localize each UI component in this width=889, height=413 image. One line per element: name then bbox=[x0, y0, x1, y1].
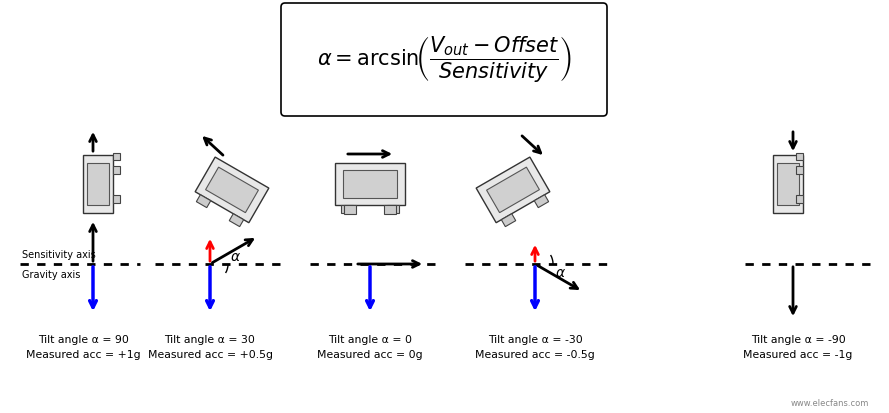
Bar bbox=[343, 171, 397, 199]
Bar bbox=[773, 156, 803, 214]
Bar bbox=[796, 154, 803, 161]
Bar bbox=[777, 164, 799, 206]
Text: Tilt angle α = -30: Tilt angle α = -30 bbox=[488, 334, 582, 344]
Text: $\alpha = \mathrm{arcsin}\!\left(\dfrac{V_{out} - \mathit{Offset}}{\mathit{Sensi: $\alpha = \mathrm{arcsin}\!\left(\dfrac{… bbox=[316, 35, 572, 85]
Bar bbox=[335, 164, 405, 206]
Bar bbox=[83, 156, 113, 214]
Bar bbox=[344, 206, 356, 214]
Text: Tilt angle α = 0: Tilt angle α = 0 bbox=[328, 334, 412, 344]
Bar bbox=[501, 214, 516, 227]
Text: Tilt angle α = 90: Tilt angle α = 90 bbox=[37, 334, 128, 344]
Bar bbox=[87, 164, 109, 206]
Text: Gravity axis: Gravity axis bbox=[22, 269, 80, 279]
Text: Tilt angle α = 30: Tilt angle α = 30 bbox=[164, 334, 255, 344]
Bar bbox=[113, 166, 120, 174]
Bar bbox=[205, 168, 259, 213]
FancyBboxPatch shape bbox=[281, 4, 607, 117]
Bar bbox=[387, 206, 399, 214]
Bar bbox=[113, 195, 120, 203]
Text: www.elecfans.com: www.elecfans.com bbox=[791, 398, 869, 407]
Text: Measured acc = 0g: Measured acc = 0g bbox=[317, 349, 423, 359]
Bar bbox=[486, 168, 540, 213]
Bar bbox=[477, 158, 550, 223]
Bar bbox=[196, 158, 268, 223]
Bar bbox=[534, 195, 549, 208]
Text: Tilt angle α = -90: Tilt angle α = -90 bbox=[750, 334, 845, 344]
Text: Measured acc = +1g: Measured acc = +1g bbox=[26, 349, 140, 359]
Text: $\alpha$: $\alpha$ bbox=[230, 249, 241, 263]
Bar bbox=[796, 195, 803, 203]
Bar bbox=[384, 206, 396, 214]
Text: Sensitivity axis: Sensitivity axis bbox=[22, 249, 96, 259]
Text: Measured acc = -1g: Measured acc = -1g bbox=[743, 349, 853, 359]
Text: Measured acc = -0.5g: Measured acc = -0.5g bbox=[475, 349, 595, 359]
Bar bbox=[196, 195, 211, 208]
Bar bbox=[341, 206, 353, 214]
Text: Measured acc = +0.5g: Measured acc = +0.5g bbox=[148, 349, 273, 359]
Text: $\alpha$: $\alpha$ bbox=[555, 266, 566, 279]
Bar bbox=[229, 214, 244, 227]
Bar bbox=[113, 154, 120, 161]
Bar bbox=[796, 166, 803, 174]
